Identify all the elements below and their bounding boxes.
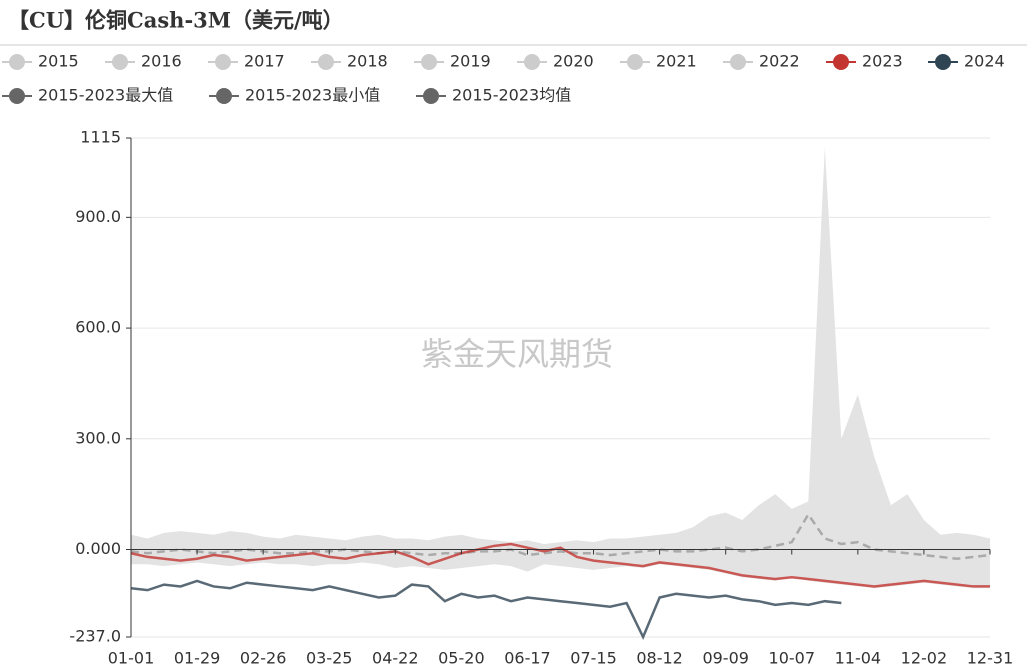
x-tick-label: 01-29 [174, 649, 221, 668]
chart-title: 【CU】伦铜Cash-3M（美元/吨） [8, 8, 344, 33]
legend-label: 2019 [450, 52, 491, 71]
legend-item[interactable]: 2021 [620, 52, 697, 71]
x-tick-label: 07-15 [570, 649, 617, 668]
legend-label: 2015 [38, 52, 79, 71]
legend-item[interactable]: 2020 [517, 52, 594, 71]
legend-label: 2018 [347, 52, 388, 71]
legend-label: 2017 [244, 52, 285, 71]
legend-item[interactable]: 2015-2023均值 [416, 86, 571, 105]
y-tick-label: 600.0 [75, 318, 121, 337]
x-tick-label: 11-04 [835, 649, 882, 668]
x-tick-label: 12-31 [967, 649, 1014, 668]
x-tick-label: 05-20 [438, 649, 485, 668]
legend-item[interactable]: 2015-2023最小值 [209, 86, 380, 105]
plot-area [130, 137, 991, 641]
series-line [130, 542, 990, 588]
legend-item[interactable]: 2023 [826, 52, 903, 71]
y-tick-label: 900.0 [75, 207, 121, 226]
legend-label: 2020 [553, 52, 594, 71]
band-max [131, 147, 990, 550]
x-tick-label: 04-22 [372, 649, 419, 668]
legend-label: 2023 [862, 52, 903, 71]
legend-label: 2024 [964, 52, 1005, 71]
legend-item[interactable]: 2019 [414, 52, 491, 71]
legend-swatch [215, 54, 231, 70]
legend-swatch [730, 54, 746, 70]
series-line [130, 579, 842, 641]
legend-label: 2015-2023均值 [452, 86, 571, 105]
y-tick-label: 1115 [80, 128, 121, 147]
y-tick-label: 0.000 [75, 539, 121, 558]
x-tick-label: 09-09 [702, 649, 749, 668]
legend-item[interactable]: 2022 [723, 52, 800, 71]
legend-label: 2015-2023最大值 [38, 86, 173, 105]
legend-swatch [421, 54, 437, 70]
legend-swatch [9, 88, 25, 104]
y-tick-label: 300.0 [75, 428, 121, 447]
legend-label: 2022 [759, 52, 800, 71]
x-tick-label: 06-17 [504, 649, 551, 668]
legend-item[interactable]: 2015 [2, 52, 79, 71]
band-mean [130, 512, 991, 561]
x-tick-label: 02-26 [240, 649, 287, 668]
legend-item[interactable]: 2024 [928, 52, 1005, 71]
x-tick-label: 10-07 [769, 649, 816, 668]
y-tick-label: -237.0 [69, 627, 121, 646]
legend-swatch [935, 54, 951, 70]
legend-label: 2015-2023最小值 [245, 86, 380, 105]
legend-item[interactable]: 2015-2023最大值 [2, 86, 173, 105]
watermark: 紫金天风期货 [421, 335, 613, 373]
legend-label: 2016 [141, 52, 182, 71]
legend-item[interactable]: 2018 [311, 52, 388, 71]
legend-label: 2021 [656, 52, 697, 71]
legend-swatch [9, 54, 25, 70]
legend-swatch [423, 88, 439, 104]
band-min [131, 549, 990, 589]
x-tick-label: 12-02 [901, 649, 948, 668]
x-tick-label: 08-12 [636, 649, 683, 668]
legend-swatch [627, 54, 643, 70]
legend-swatch [524, 54, 540, 70]
legend-swatch [318, 54, 334, 70]
legend-item[interactable]: 2016 [105, 52, 182, 71]
x-tick-label: 01-01 [108, 649, 155, 668]
legend-item[interactable]: 2017 [208, 52, 285, 71]
legend-swatch [833, 54, 849, 70]
legend-swatch [216, 88, 232, 104]
x-tick-label: 03-25 [306, 649, 353, 668]
legend-swatch [112, 54, 128, 70]
